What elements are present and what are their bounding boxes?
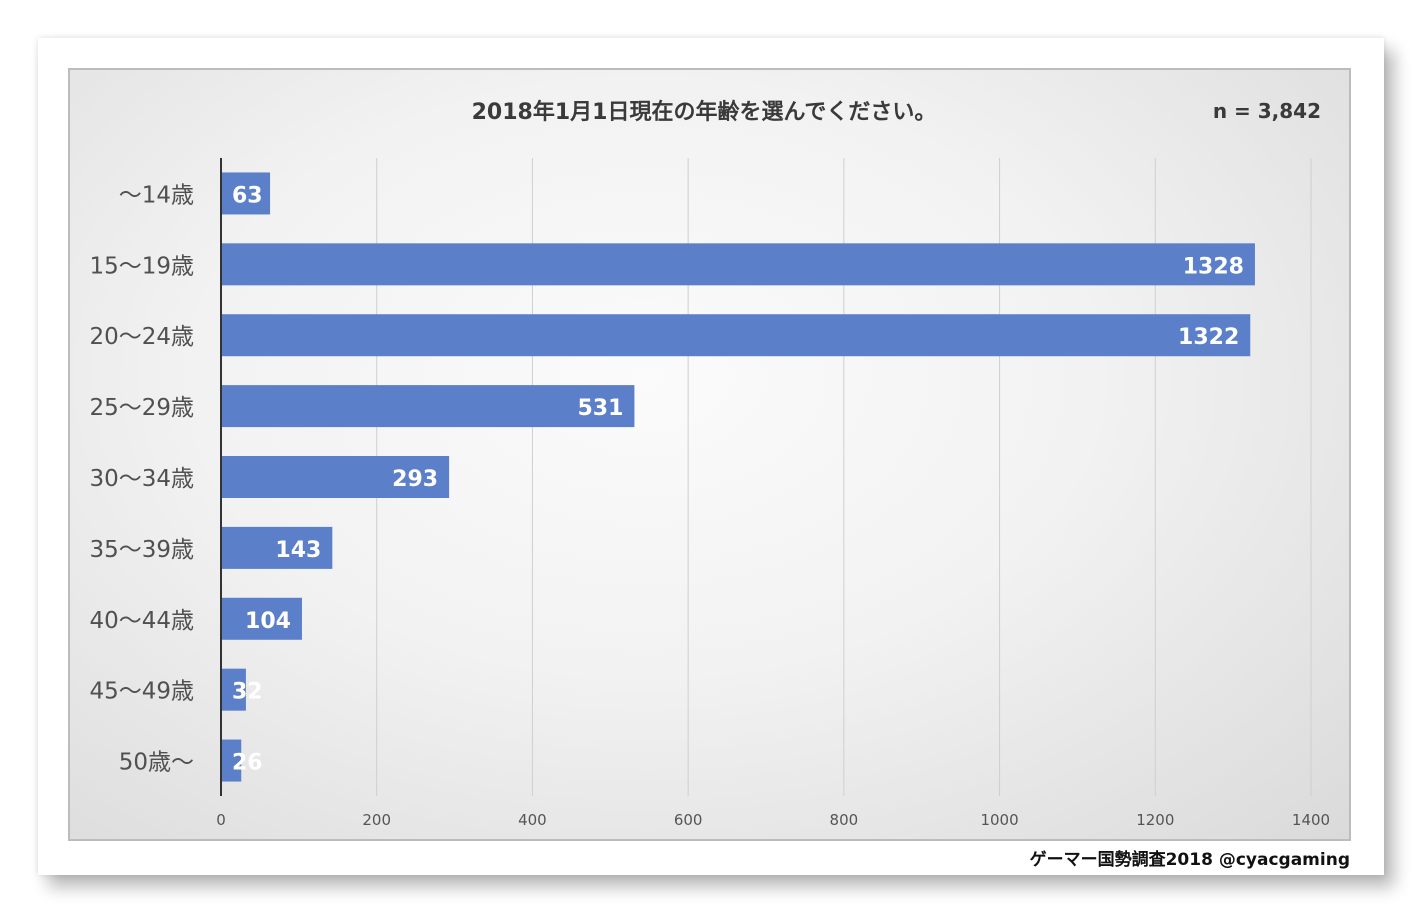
bar [221,526,333,569]
bar [221,172,271,215]
bar-value-label: 1328 [1183,254,1244,279]
category-label: 40〜44歳 [89,608,194,634]
category-label: 15〜19歳 [89,253,194,279]
bars: 63 1328 1322 531 293 143 104 32 26 [221,172,1255,782]
x-tick-label: 600 [674,811,703,829]
x-tick-label: 400 [518,811,547,829]
source-credit: ゲーマー国勢調査2018 @cyacgaming [1029,850,1350,870]
category-label: 30〜34歳 [89,466,194,492]
bar [221,456,450,498]
bar [221,597,302,640]
x-tick-label: 1400 [1292,811,1330,829]
bar-value-label: 531 [577,396,623,421]
category-label: 20〜24歳 [89,324,194,350]
x-tick-label: 1000 [980,811,1018,829]
sample-size-note: n = 3,842 [1213,99,1321,123]
bar-value-label: 143 [275,538,321,563]
bar [221,385,635,428]
bar-value-label: 293 [392,467,438,492]
bar-value-label: 1322 [1178,325,1239,350]
category-label: 45〜49歳 [89,679,194,705]
category-labels: 〜14歳 15〜19歳 20〜24歳 25〜29歳 30〜34歳 35〜39歳 40〜44歳… [89,182,194,775]
category-label: 35〜39歳 [89,537,194,563]
category-label: 〜14歳 [119,182,194,208]
x-tick-labels: 0 200 400 600 800 1000 1200 1400 [216,811,1330,829]
category-label: 25〜29歳 [89,395,194,421]
category-label: 50歳〜 [119,750,194,776]
bar-value-label: 26 [232,751,263,776]
bar-value-label: 104 [245,609,291,634]
chart-panel [68,68,1351,841]
bar [221,668,246,711]
x-tick-label: 0 [216,811,226,829]
x-tick-label: 200 [362,811,391,829]
x-tick-label: 800 [830,811,859,829]
bar-value-label: 63 [232,183,263,208]
x-tick-label: 1200 [1136,811,1174,829]
bar [221,314,1251,357]
bar [221,243,1255,286]
bar [221,739,242,782]
chart-title: 2018年1月1日現在の年齢を選んでください。 [472,99,937,125]
bar-value-label: 32 [232,680,263,705]
